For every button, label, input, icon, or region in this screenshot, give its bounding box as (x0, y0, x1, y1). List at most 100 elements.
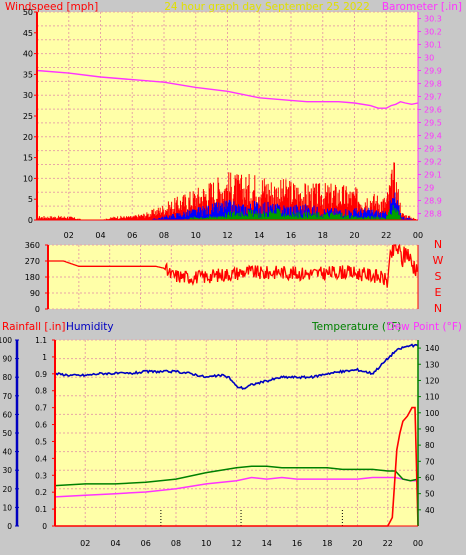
climate-x-tick-label: 04 (110, 539, 120, 548)
humidity-y-tick-label: 100 (0, 336, 12, 345)
climate-x-tick-label: 10 (201, 539, 211, 548)
temperature-y-tick-label: 40 (425, 506, 435, 515)
rain-y-tick-label: 0.6 (35, 421, 47, 430)
rain-y-tick-label: 0.5 (35, 437, 47, 446)
compass-label: N (434, 302, 442, 315)
wind-y-tick-label: 0 (28, 216, 33, 225)
barometer-y-tick-label: 30.2 (424, 28, 442, 37)
humidity-y-tick-label: 90 (2, 355, 12, 364)
climate-x-tick-label: 02 (80, 539, 90, 548)
temperature-y-tick-label: 120 (425, 376, 440, 385)
climate-x-tick-label: 16 (292, 539, 302, 548)
wind-x-tick-label: 04 (95, 231, 105, 240)
rain-y-tick-label: 0 (42, 522, 47, 531)
humidity-y-tick-label: 20 (2, 485, 12, 494)
temperature-y-tick-label: 60 (425, 473, 435, 482)
barometer-y-tick-label: 30 (424, 54, 434, 63)
humidity-series (54, 343, 419, 390)
temperature-y-tick-label: 100 (425, 409, 440, 418)
climate-x-tick-label: 00 (413, 539, 423, 548)
barometer-y-tick-label: 29.6 (424, 106, 442, 115)
temperature-y-tick-label: 130 (425, 360, 440, 369)
direction-y-tick-label: 90 (30, 289, 40, 298)
barometer-series (36, 69, 419, 109)
humidity-y-tick-label: 40 (2, 448, 12, 457)
temperature-y-tick-label: 50 (425, 490, 435, 499)
temperature-y-tick-label: 90 (425, 425, 435, 434)
barometer-y-tick-label: 29 (424, 184, 434, 193)
wind-x-tick-label: 20 (349, 231, 359, 240)
barometer-y-tick-label: 29.5 (424, 119, 442, 128)
wind-y-tick-label: 15 (23, 154, 33, 163)
temperature-series (54, 465, 419, 487)
barometer-y-tick-label: 29.3 (424, 145, 442, 154)
direction-y-tick-label: 360 (25, 241, 40, 250)
compass-label: S (435, 270, 442, 283)
wind-y-tick-label: 25 (23, 112, 33, 121)
temperature-y-tick-label: 110 (425, 393, 440, 402)
wind-x-tick-label: 08 (159, 231, 169, 240)
wind-x-tick-label: 12 (222, 231, 232, 240)
rain-y-tick-label: 0.1 (35, 505, 47, 514)
climate-x-tick-label: 20 (352, 539, 362, 548)
wind-y-tick-label: 50 (23, 8, 33, 17)
direction-y-tick-label: 0 (35, 305, 40, 314)
humidity-y-tick-label: 10 (2, 503, 12, 512)
header-humidity: Humidity (66, 321, 114, 333)
wind-y-tick-label: 35 (23, 70, 33, 79)
header-windspeed: Windspeed [mph] (5, 1, 98, 13)
humidity-y-tick-label: 60 (2, 410, 12, 419)
compass-label: E (435, 286, 442, 299)
wind-x-tick-label: 16 (286, 231, 296, 240)
wind-y-tick-label: 40 (23, 50, 33, 59)
rain-y-tick-label: 0.4 (35, 454, 47, 463)
humidity-y-tick-label: 0 (7, 522, 12, 531)
barometer-y-tick-label: 28.8 (424, 210, 442, 219)
wind-x-tick-label: 18 (318, 231, 328, 240)
rain-y-tick-label: 0.3 (35, 471, 47, 480)
climate-x-tick-label: 14 (262, 539, 272, 548)
direction-y-tick-label: 270 (25, 257, 40, 266)
barometer-y-tick-label: 29.9 (424, 67, 442, 76)
wind-y-tick-label: 20 (23, 133, 33, 142)
header-rainfall: Rainfall [.in] (2, 321, 65, 333)
rain-y-tick-label: 0.9 (35, 370, 47, 379)
climate-x-tick-label: 06 (141, 539, 151, 548)
humidity-y-tick-label: 70 (2, 392, 12, 401)
compass-label: W (433, 254, 444, 267)
header-barometer: Barometer [.in] (382, 1, 462, 13)
wind-x-tick-label: 00 (413, 231, 423, 240)
wind-y-tick-label: 5 (28, 195, 33, 204)
wind-x-tick-label: 10 (191, 231, 201, 240)
wind-x-tick-label: 06 (127, 231, 137, 240)
rain-y-tick-label: 0.7 (35, 404, 47, 413)
humidity-y-tick-label: 30 (2, 466, 12, 475)
barometer-y-tick-label: 30.3 (424, 15, 442, 24)
barometer-y-tick-label: 29.2 (424, 158, 442, 167)
dew-point-series (54, 476, 418, 498)
wind-x-tick-label: 22 (381, 231, 391, 240)
wind-x-tick-label: 14 (254, 231, 264, 240)
rain-y-tick-label: 1.1 (35, 336, 47, 345)
wind-x-tick-label: 02 (64, 231, 74, 240)
humidity-y-tick-label: 50 (2, 429, 12, 438)
climate-x-tick-label: 12 (231, 539, 241, 548)
climate-x-tick-label: 08 (171, 539, 181, 548)
rain-y-tick-label: 1 (42, 353, 47, 362)
barometer-y-tick-label: 29.7 (424, 93, 442, 102)
barometer-y-tick-label: 30.1 (424, 41, 442, 50)
humidity-y-tick-label: 80 (2, 373, 12, 382)
header-title: 24 hour graph day September 25 2022 (164, 1, 370, 13)
temperature-y-tick-label: 80 (425, 441, 435, 450)
climate-x-tick-label: 22 (383, 539, 393, 548)
rain-y-tick-label: 0.8 (35, 387, 47, 396)
barometer-y-tick-label: 29.8 (424, 80, 442, 89)
wind-direction-series (48, 243, 418, 288)
climate-x-tick-label: 18 (322, 539, 332, 548)
temperature-y-tick-label: 140 (425, 344, 440, 353)
wind-y-tick-label: 45 (23, 29, 33, 38)
header-dew-point: Dew Point (°F) (387, 321, 462, 333)
direction-y-tick-label: 180 (25, 273, 40, 282)
